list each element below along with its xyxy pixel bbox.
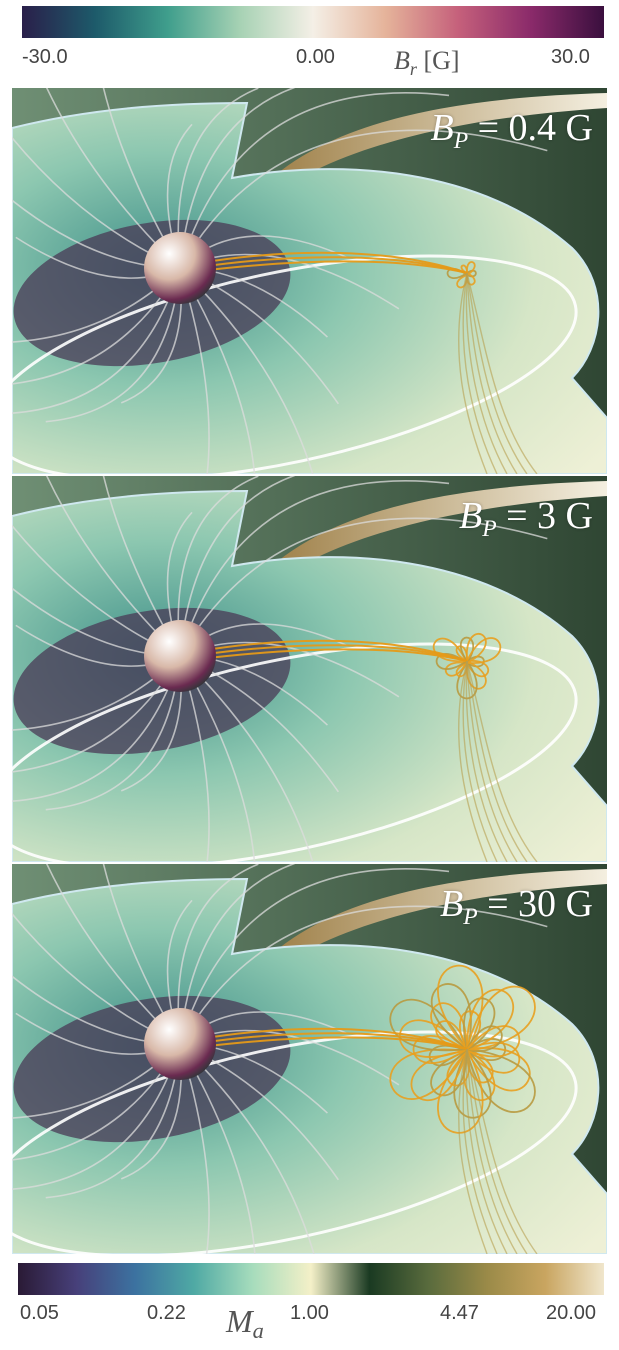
br-tick-min: -30.0 [22, 46, 68, 68]
br-tick-max: 30.0 [551, 46, 590, 68]
simulation-panel-2: BP = 3 G [12, 476, 607, 862]
panel-2-render [12, 476, 607, 862]
panel-1-label: BP = 0.4 G [430, 107, 593, 154]
panel-3-render [12, 864, 607, 1254]
panel-1-render [12, 88, 607, 474]
ma-tick-4: 4.47 [440, 1302, 479, 1324]
panel-3-label: BP = 30 G [440, 883, 593, 930]
ma-tick-1: 0.05 [20, 1302, 59, 1324]
simulation-panel-1: BP = 0.4 G [12, 88, 607, 474]
panel-2-label: BP = 3 G [459, 495, 593, 542]
ma-colorbar-title: Ma [226, 1303, 264, 1343]
br-colorbar [22, 6, 604, 38]
br-tick-mid: 0.00 [296, 46, 335, 68]
ma-tick-3: 1.00 [290, 1302, 329, 1324]
ma-tick-2: 0.22 [147, 1302, 186, 1324]
br-colorbar-title: Br [G] [394, 46, 460, 79]
ma-colorbar [18, 1263, 604, 1295]
simulation-panel-3: BP = 30 G [12, 864, 607, 1254]
ma-tick-5: 20.00 [546, 1302, 597, 1324]
